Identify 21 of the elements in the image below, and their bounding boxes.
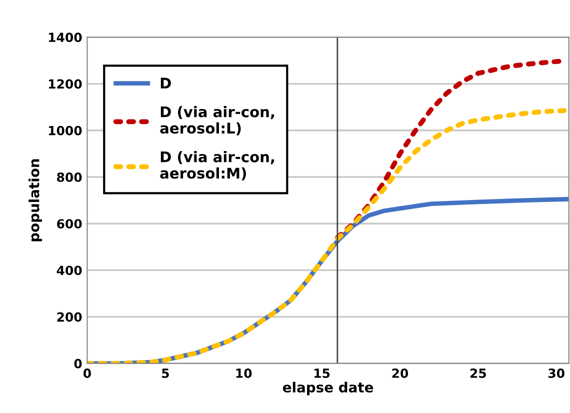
y-axis-title: population bbox=[28, 159, 42, 242]
y-tick-label: 1200 bbox=[48, 79, 82, 89]
y-tick-label: 400 bbox=[56, 266, 82, 276]
y-tick-label: 800 bbox=[57, 172, 82, 182]
y-tick-label: 1000 bbox=[48, 126, 82, 136]
y-tick-label: 600 bbox=[57, 219, 82, 229]
x-tick-label: 0 bbox=[83, 368, 91, 378]
legend-label: D bbox=[160, 78, 171, 88]
x-tick-label: 5 bbox=[162, 368, 169, 378]
x-tick-label: 30 bbox=[548, 368, 564, 378]
x-axis-title: elapse date bbox=[282, 382, 374, 396]
y-tick-label: 0 bbox=[74, 358, 82, 368]
legend-label: D (via air-con, aerosol:M) bbox=[160, 151, 274, 180]
x-tick-label: 25 bbox=[470, 368, 486, 378]
x-tick-label: 20 bbox=[392, 368, 408, 378]
y-tick-label: 200 bbox=[57, 312, 82, 322]
line-series bbox=[87, 108, 567, 364]
x-tick-label: 10 bbox=[236, 368, 252, 378]
x-tick-label: 15 bbox=[314, 368, 330, 378]
y-tick-label: 1400 bbox=[48, 32, 82, 42]
legend-label: D (via air-con, aerosol:L) bbox=[160, 106, 274, 136]
